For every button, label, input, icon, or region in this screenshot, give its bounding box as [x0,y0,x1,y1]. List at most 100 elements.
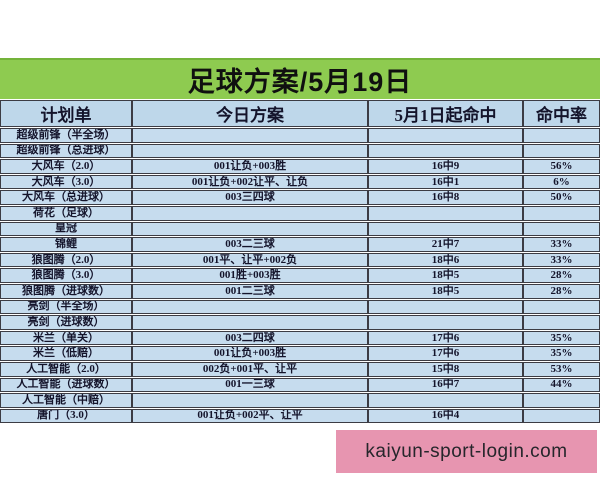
table-row: 大风车（3.0） 001让负+002让平、让负 16中1 6% [0,174,600,190]
cell-hits: 18中5 [368,283,523,299]
cell-plan: 大风车（3.0） [0,174,132,190]
table-row: 荷花（足球） [0,205,600,221]
table-body: 超级前锋（半全场） 超级前锋（总进球） 大风车（2.0） 001让负+003胜 16中9… [0,128,600,424]
cell-today [132,221,368,237]
col-header-today-plan: 今日方案 [132,100,368,127]
table-row: 人工智能（进球数） 001一三球 16中7 44% [0,377,600,393]
cell-rate: 44% [523,377,600,393]
cell-rate: 35% [523,346,600,361]
table-row: 亮剑（进球数） [0,315,600,330]
cell-rate: 50% [523,190,600,205]
cell-today [132,128,368,143]
cell-rate [523,128,600,143]
cell-plan: 皇冠 [0,221,132,237]
cell-plan: 大风车（总进球） [0,190,132,205]
cell-plan: 锦鲤 [0,237,132,252]
cell-plan: 米兰（单关） [0,330,132,346]
cell-today: 001二三球 [132,283,368,299]
cell-plan: 亮剑（进球数） [0,315,132,330]
table-row: 超级前锋（总进球） [0,143,600,159]
table-row: 狼图腾（进球数） 001二三球 18中5 28% [0,283,600,299]
cell-today: 001胜+003胜 [132,268,368,283]
cell-plan: 狼图腾（3.0） [0,268,132,283]
table-row: 超级前锋（半全场） [0,128,600,143]
watermark-text: kaiyun-sport-login.com [365,440,568,462]
cell-rate [523,205,600,221]
cell-rate: 56% [523,159,600,174]
cell-hits: 16中4 [368,408,523,424]
cell-rate [523,315,600,330]
cell-rate: 33% [523,252,600,268]
cell-plan: 狼图腾（2.0） [0,252,132,268]
cell-today: 003三四球 [132,190,368,205]
cell-hits: 16中1 [368,174,523,190]
cell-today: 001让负+003胜 [132,346,368,361]
cell-rate: 35% [523,330,600,346]
header-row: 计划单 今日方案 5月1日起命中 命中率 [0,100,600,127]
page-title: 足球方案/5月19日 [187,67,413,97]
cell-plan: 大风车（2.0） [0,159,132,174]
watermark-box: kaiyun-sport-login.com [336,430,597,473]
cell-plan: 荷花（足球） [0,205,132,221]
cell-today [132,143,368,159]
cell-plan: 唐门（3.0） [0,408,132,424]
cell-today: 001让负+003胜 [132,159,368,174]
cell-hits [368,299,523,315]
table-row: 狼图腾（2.0） 001平、让平+002负 18中6 33% [0,252,600,268]
cell-hits: 21中7 [368,237,523,252]
cell-hits: 17中6 [368,330,523,346]
table-row: 锦鲤 003二三球 21中7 33% [0,237,600,252]
cell-rate: 33% [523,237,600,252]
cell-plan: 狼图腾（进球数） [0,283,132,299]
cell-hits: 18中5 [368,268,523,283]
cell-today [132,315,368,330]
table-row: 人工智能（中赔） [0,393,600,408]
cell-today: 001平、让平+002负 [132,252,368,268]
cell-plan: 人工智能（进球数） [0,377,132,393]
cell-today: 003二四球 [132,330,368,346]
table-row: 大风车（总进球） 003三四球 16中8 50% [0,190,600,205]
cell-today: 003二三球 [132,237,368,252]
cell-hits: 18中6 [368,252,523,268]
cell-rate [523,299,600,315]
cell-plan: 亮剑（半全场） [0,299,132,315]
col-header-hits-since: 5月1日起命中 [368,100,523,127]
plans-table: 计划单 今日方案 5月1日起命中 命中率 超级前锋（半全场） 超级前锋（总进球）大… [0,99,600,424]
cell-rate: 28% [523,283,600,299]
cell-hits [368,143,523,159]
cell-hits [368,221,523,237]
title-banner: 足球方案/5月19日 [0,58,600,99]
cell-hits: 17中6 [368,346,523,361]
cell-hits [368,393,523,408]
cell-hits [368,128,523,143]
cell-today [132,393,368,408]
cell-rate [523,393,600,408]
cell-rate [523,143,600,159]
cell-hits: 15中8 [368,361,523,377]
cell-today: 001让负+002平、让平 [132,408,368,424]
table-row: 人工智能（2.0） 002负+001平、让平 15中8 53% [0,361,600,377]
cell-rate: 6% [523,174,600,190]
table-row: 皇冠 [0,221,600,237]
cell-rate [523,221,600,237]
cell-hits [368,315,523,330]
cell-plan: 超级前锋（总进球） [0,143,132,159]
cell-hits: 16中8 [368,190,523,205]
cell-plan: 人工智能（2.0） [0,361,132,377]
cell-today: 001一三球 [132,377,368,393]
table-row: 狼图腾（3.0） 001胜+003胜 18中5 28% [0,268,600,283]
table-row: 唐门（3.0） 001让负+002平、让平 16中4 [0,408,600,424]
cell-plan: 人工智能（中赔） [0,393,132,408]
cell-rate [523,408,600,424]
cell-today: 001让负+002让平、让负 [132,174,368,190]
cell-today: 002负+001平、让平 [132,361,368,377]
col-header-hit-rate: 命中率 [523,100,600,127]
cell-rate: 53% [523,361,600,377]
table-row: 亮剑（半全场） [0,299,600,315]
cell-hits [368,205,523,221]
col-header-plan: 计划单 [0,100,132,127]
cell-rate: 28% [523,268,600,283]
cell-plan: 米兰（低赔） [0,346,132,361]
cell-today [132,205,368,221]
